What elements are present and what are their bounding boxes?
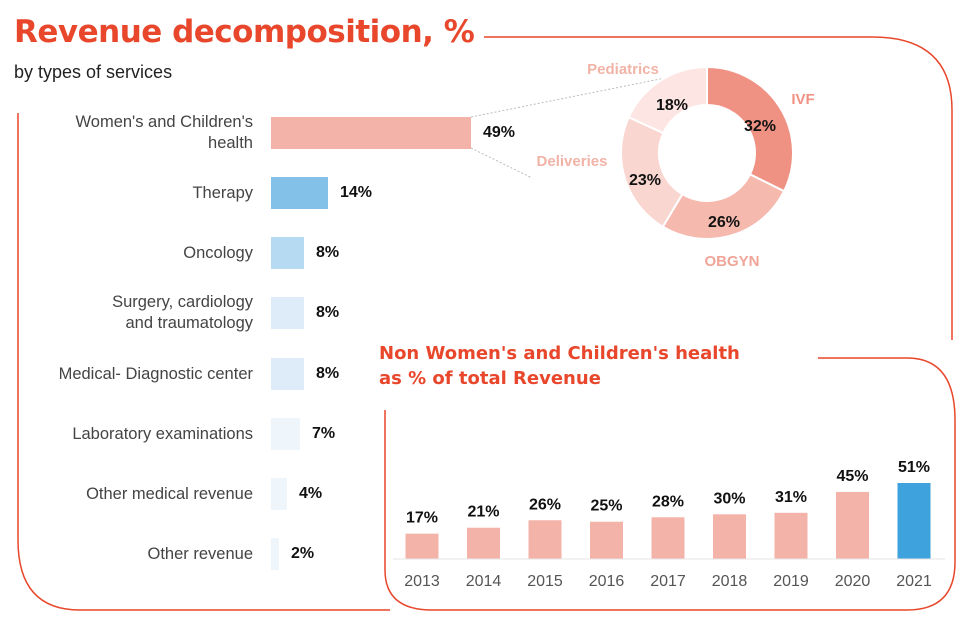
hbar-bar — [271, 177, 328, 209]
hbar-category-label-line: Surgery, cardiology — [112, 293, 253, 311]
year-tick-label: 2019 — [773, 573, 809, 590]
year-tick-label: 2016 — [589, 573, 625, 590]
year-value-label: 17% — [406, 510, 438, 527]
donut-slice-ivf — [706, 65, 794, 193]
hbar-category-label: Oncology — [183, 244, 253, 262]
hbar-bar — [271, 237, 304, 269]
donut-value-labels: 32% 26% 23% 18% — [629, 97, 776, 231]
hbar-category-label: Therapy — [192, 184, 253, 202]
year-bar-2020 — [836, 491, 869, 559]
hbar-category-label-line: and traumatology — [125, 314, 254, 332]
year-value-label: 25% — [590, 498, 622, 515]
year-tick-label: 2017 — [650, 573, 686, 590]
year-value-labels: 17% 21% 26% 25% 28% 30% 31% 45% 51% — [406, 459, 930, 527]
year-value-label: 28% — [652, 493, 684, 510]
hbar-bar — [271, 297, 304, 329]
connector-bottom — [470, 147, 533, 179]
hbar-value-label: 14% — [340, 184, 373, 201]
donut-value-deliveries: 23% — [629, 172, 661, 189]
hbar-value-label: 7% — [312, 425, 336, 442]
hbar-value-label: 2% — [291, 545, 315, 562]
hbar-category-label: Women's and Children's health — [3, 112, 254, 154]
hbar-bar — [271, 358, 304, 390]
hbar-value-label: 4% — [299, 485, 323, 502]
hbar-value-label: 49% — [483, 124, 516, 141]
hbar-category-label: Laboratory examinations — [72, 425, 253, 443]
donut-label-obgyn: OBGYN — [704, 253, 759, 270]
year-value-label: 21% — [467, 504, 499, 521]
connector-top — [470, 77, 666, 118]
hbar-bar — [271, 418, 300, 450]
donut-slice-pediatrics — [627, 65, 708, 135]
year-tick-label: 2020 — [835, 573, 871, 590]
year-tick-labels: 2013 2014 2015 2016 2017 2018 2019 2020 2021 — [404, 573, 932, 590]
hbar-value-label: 8% — [316, 304, 340, 321]
hbar-category-label-line: Women's and Children's — [75, 113, 254, 131]
year-value-label: 30% — [713, 490, 745, 507]
year-bar-2019 — [774, 512, 808, 559]
donut-label-ivf: IVF — [791, 91, 814, 108]
year-tick-label: 2013 — [404, 573, 440, 590]
year-bar-2017 — [651, 517, 685, 559]
year-tick-label: 2018 — [712, 573, 748, 590]
year-tick-label: 2021 — [896, 573, 932, 590]
donut-label-deliveries: Deliveries — [537, 153, 608, 170]
donut-category-labels: IVF OBGYN Deliveries Pediatrics — [537, 61, 815, 270]
chart-title: Revenue decomposition, % — [14, 14, 475, 50]
year-bars — [405, 483, 931, 559]
year-bar-2016 — [590, 521, 623, 559]
donut-connector — [470, 77, 666, 179]
year-bar-2015 — [528, 520, 562, 559]
hbar-bar — [271, 478, 287, 510]
year-bar-2018 — [713, 514, 746, 559]
donut-chart — [620, 65, 794, 240]
year-bar-2021 — [897, 483, 931, 559]
inset-frame — [384, 357, 956, 611]
hbar-category-label-line: health — [208, 134, 253, 152]
main-frame — [17, 36, 953, 611]
year-value-label: 26% — [529, 496, 561, 513]
donut-value-pediatrics: 18% — [656, 97, 688, 114]
year-bar-2014 — [467, 527, 500, 559]
inset-title-line-1: Non Women's and Children's health — [379, 343, 740, 364]
hbar-category-label: Surgery, cardiology and traumatology — [3, 292, 253, 334]
inset-title-line-2: as % of total Revenue — [379, 368, 601, 389]
chart-subtitle: by types of services — [14, 62, 173, 82]
year-value-label: 51% — [898, 459, 930, 476]
year-tick-label: 2015 — [527, 573, 563, 590]
hbar-category-label: Medical- Diagnostic center — [58, 365, 253, 383]
donut-slice-obgyn — [661, 172, 786, 240]
hbar-value-label: 8% — [316, 365, 340, 382]
donut-value-obgyn: 26% — [708, 214, 740, 231]
hbar-bar — [271, 538, 279, 570]
donut-value-ivf: 32% — [744, 118, 776, 135]
hbar-bar — [271, 117, 471, 149]
year-value-label: 31% — [775, 489, 807, 506]
donut-label-pediatrics: Pediatrics — [587, 61, 659, 78]
hbar-value-label: 8% — [316, 244, 340, 261]
inset-title: Non Women's and Children's health as % o… — [379, 341, 740, 391]
year-bar-2013 — [405, 533, 439, 559]
hbar-category-label: Other revenue — [147, 545, 253, 563]
hbar-category-label: Other medical revenue — [86, 485, 253, 503]
year-tick-label: 2014 — [466, 573, 502, 590]
frame-lines — [17, 36, 956, 611]
year-value-label: 45% — [836, 468, 868, 485]
